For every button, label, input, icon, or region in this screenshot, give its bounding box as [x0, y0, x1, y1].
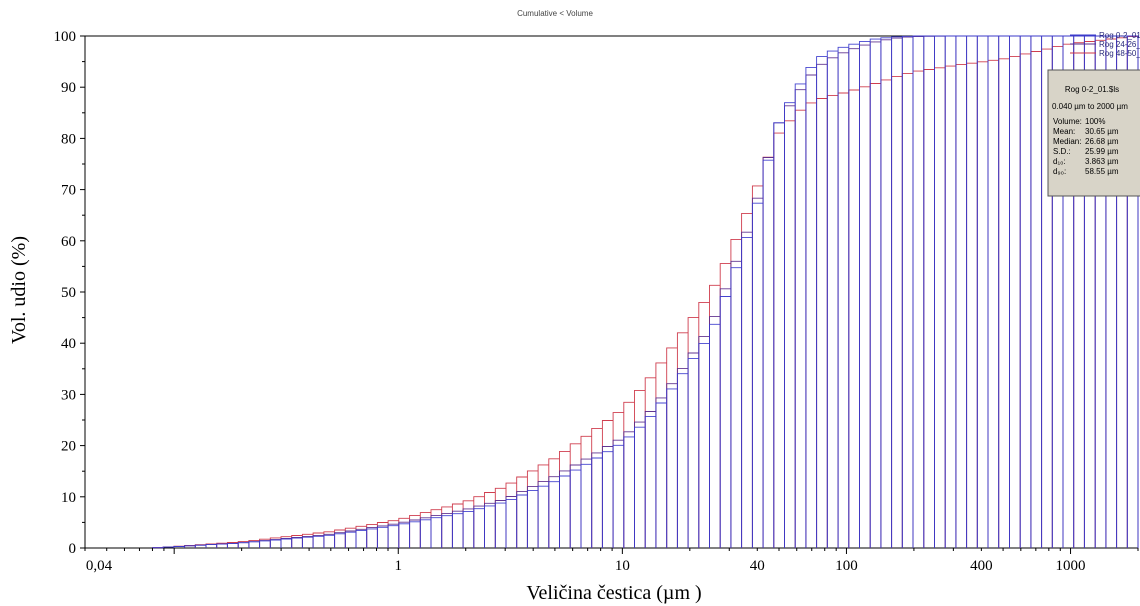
legend-entry: Rog 48-50_01.$ls	[1099, 49, 1140, 58]
stats-box: Rog 0-2_01.$ls 0.040 µm to 2000 µm Volume:…	[1047, 69, 1140, 197]
stats-file-name: Rog 0-2_01.$ls	[1065, 85, 1119, 94]
y-tick-label: 0	[69, 541, 77, 557]
stats-row-label: Median:	[1053, 137, 1081, 146]
series-layer	[152, 35, 1139, 549]
plot-border	[84, 35, 1139, 549]
chart-title: Cumulative < Volume	[517, 9, 593, 18]
stats-range: 0.040 µm to 2000 µm	[1052, 102, 1128, 111]
stats-row-label: S.D.:	[1053, 147, 1071, 156]
y-axis-title: Vol. udio (%)	[8, 236, 30, 344]
stats-row-value: 30.65 µm	[1085, 127, 1119, 136]
y-tick-label: 90	[61, 80, 76, 96]
stats-row-label: Volume:	[1053, 117, 1082, 126]
x-tick-label: 400	[970, 558, 993, 574]
y-tick-label: 70	[61, 183, 76, 199]
y-axis: 0 10 20 30 40 50 60 70 80 90 100	[54, 29, 85, 557]
x-axis: 0,04 1 10 40 100 400 1000	[84, 548, 1139, 574]
y-tick-label: 20	[61, 439, 76, 455]
x-tick-label: 40	[750, 558, 765, 574]
x-axis-title: Veličina čestica (µm )	[526, 582, 701, 604]
x-tick-label: 1	[395, 558, 403, 574]
stats-row-value: 100%	[1085, 117, 1105, 126]
stats-row-label: d₁₀:	[1053, 157, 1066, 166]
legend: Rog 0-2_01.$lsRog 24-26_01.$lsRog 48-50_…	[1070, 31, 1140, 58]
series-1	[152, 35, 1139, 549]
y-tick-label: 100	[54, 29, 77, 45]
y-tick-label: 10	[61, 490, 76, 506]
stats-box-background	[1047, 69, 1140, 197]
stats-row-value: 25.99 µm	[1085, 147, 1119, 156]
x-tick-label: 100	[835, 558, 858, 574]
stats-row-value: 3.863 µm	[1085, 157, 1119, 166]
stats-row-value: 26.68 µm	[1085, 137, 1119, 146]
legend-entry: Rog 24-26_01.$ls	[1099, 40, 1140, 49]
x-tick-label: 1000	[1056, 558, 1086, 574]
stats-row-label: Mean:	[1053, 127, 1075, 136]
stats-row-value: 58.55 µm	[1085, 167, 1119, 176]
series-bars-1	[152, 35, 1139, 549]
y-tick-label: 40	[61, 336, 76, 352]
y-tick-label: 50	[61, 285, 76, 301]
x-tick-label: 0,04	[86, 558, 113, 574]
y-tick-label: 80	[61, 131, 76, 147]
y-tick-label: 30	[61, 387, 76, 403]
x-tick-label: 10	[615, 558, 630, 574]
plot-frame	[84, 35, 1139, 549]
stats-row-label: d₉₀:	[1053, 167, 1066, 176]
legend-entry: Rog 0-2_01.$ls	[1099, 31, 1140, 40]
y-tick-label: 60	[61, 234, 76, 250]
